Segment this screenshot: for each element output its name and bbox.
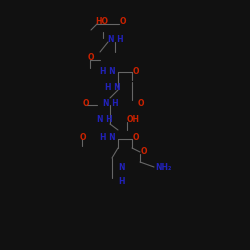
Text: O: O	[88, 54, 94, 62]
Text: NH₂: NH₂	[155, 162, 172, 172]
Text: N: N	[118, 162, 124, 172]
Text: O: O	[141, 148, 148, 156]
Text: O: O	[133, 68, 140, 76]
Text: OH: OH	[127, 116, 140, 124]
Text: H N: H N	[100, 132, 116, 141]
Text: N H: N H	[108, 36, 124, 44]
Text: O: O	[138, 98, 144, 108]
Text: N H: N H	[97, 116, 112, 124]
Text: H N: H N	[100, 68, 116, 76]
Text: H: H	[118, 176, 124, 186]
Text: N H: N H	[103, 98, 119, 108]
Text: HO: HO	[95, 18, 108, 26]
Text: O: O	[80, 132, 86, 141]
Text: O: O	[83, 98, 89, 108]
Text: O: O	[120, 18, 126, 26]
Text: O: O	[133, 132, 140, 141]
Text: H N: H N	[105, 84, 120, 92]
